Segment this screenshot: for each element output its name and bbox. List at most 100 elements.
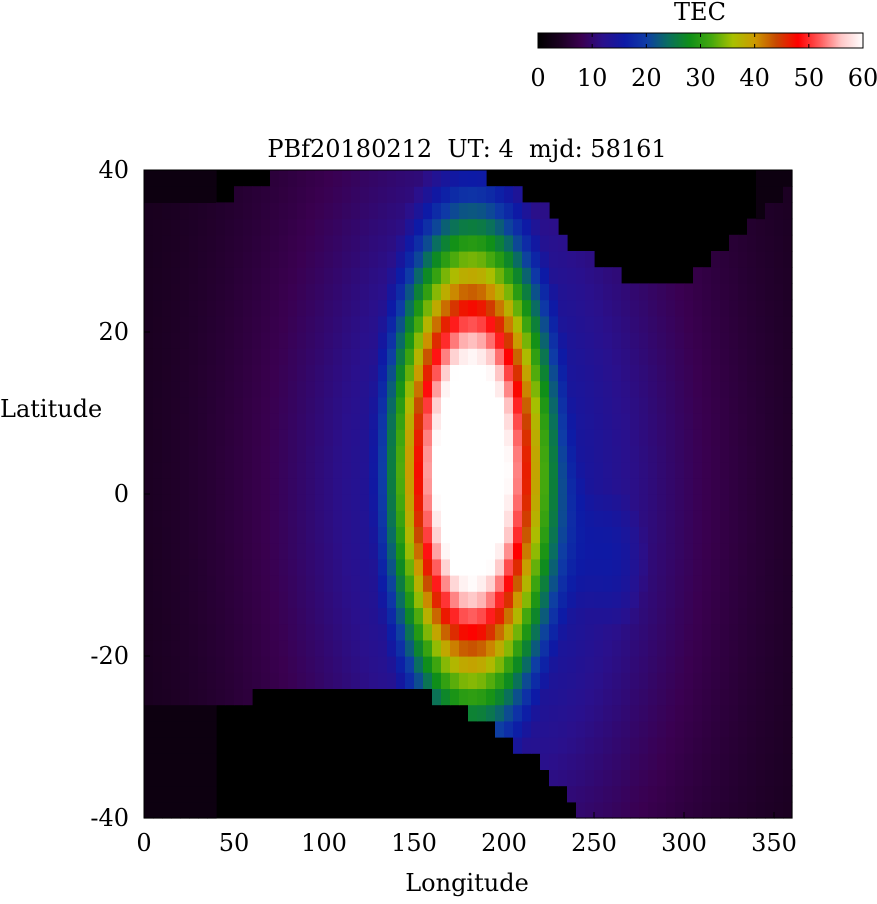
heatmap-cell (639, 753, 649, 770)
heatmap-cell (414, 656, 424, 673)
heatmap-cell (657, 445, 667, 463)
heatmap-cell (144, 494, 154, 511)
heatmap-cell (225, 672, 235, 689)
heatmap-cell (765, 542, 775, 560)
heatmap-cell (540, 510, 550, 527)
heatmap-cell (198, 769, 208, 787)
heatmap-cell (621, 526, 631, 544)
heatmap-cell (720, 445, 730, 463)
heatmap-cell (657, 299, 667, 317)
heatmap-cell (495, 672, 505, 689)
heatmap-cell (225, 364, 235, 382)
heatmap-cell (216, 413, 226, 430)
heatmap-cell (189, 607, 199, 625)
heatmap-cell (207, 461, 217, 479)
heatmap-cell (540, 218, 550, 236)
heatmap-cell (747, 494, 757, 511)
heatmap-cell (252, 591, 262, 608)
heatmap-cell (630, 332, 640, 349)
heatmap-cell (513, 380, 523, 398)
heatmap-cell (459, 591, 469, 608)
heatmap-cell (639, 396, 649, 414)
heatmap-cell (531, 688, 541, 706)
heatmap-cell (342, 623, 352, 641)
heatmap-cell (684, 494, 694, 511)
heatmap-cell (603, 737, 613, 754)
heatmap-cell (198, 283, 208, 301)
heatmap-cell (477, 704, 487, 722)
heatmap-cell (360, 186, 370, 203)
heatmap-cell (216, 251, 226, 268)
heatmap-cell (396, 575, 406, 592)
heatmap-cell (288, 639, 298, 657)
heatmap-cell (225, 494, 235, 511)
heatmap-cell (414, 186, 424, 203)
heatmap-cell (783, 623, 793, 641)
heatmap-cell (234, 315, 244, 333)
heatmap-cell (504, 396, 514, 414)
heatmap-cell (171, 477, 181, 495)
heatmap-cell (171, 704, 181, 722)
heatmap-cell (720, 315, 730, 333)
heatmap-cell (486, 704, 496, 722)
heatmap-cell (612, 801, 622, 819)
heatmap-cell (504, 218, 514, 236)
heatmap-cell (423, 477, 433, 495)
heatmap-cell (315, 267, 325, 284)
heatmap-cell (630, 558, 640, 576)
heatmap-cell (261, 461, 271, 479)
heatmap-cell (396, 234, 406, 252)
heatmap-cell (378, 445, 388, 463)
heatmap-cell (585, 494, 595, 511)
heatmap-cell (630, 575, 640, 592)
heatmap-cell (162, 380, 172, 398)
heatmap-cell (783, 477, 793, 495)
heatmap-cell (360, 445, 370, 463)
heatmap-cell (189, 202, 199, 220)
heatmap-cell (324, 186, 334, 203)
heatmap-cell (729, 413, 739, 430)
heatmap-cell (711, 542, 721, 560)
heatmap-cell (648, 396, 658, 414)
heatmap-cell (756, 299, 766, 317)
heatmap-cell (414, 380, 424, 398)
heatmap-cell (450, 186, 460, 203)
heatmap-cell (198, 623, 208, 641)
heatmap-cell (387, 299, 397, 317)
heatmap-cell (522, 477, 532, 495)
heatmap-cell (585, 656, 595, 673)
heatmap-cell (576, 575, 586, 592)
heatmap-cell (702, 380, 712, 398)
heatmap-cell (765, 186, 775, 203)
heatmap-cell (567, 380, 577, 398)
heatmap-cell (684, 672, 694, 689)
heatmap-cell (648, 494, 658, 511)
heatmap-cell (702, 591, 712, 608)
heatmap-cell (324, 332, 334, 349)
heatmap-cell (783, 688, 793, 706)
heatmap-cell (585, 283, 595, 301)
heatmap-cell (378, 251, 388, 268)
heatmap-cell (162, 623, 172, 641)
heatmap-cell (396, 267, 406, 284)
heatmap-cell (738, 753, 748, 770)
heatmap-cell (234, 639, 244, 657)
heatmap-cell (738, 267, 748, 284)
heatmap-cell (450, 380, 460, 398)
heatmap-cell (711, 672, 721, 689)
heatmap-cell (396, 332, 406, 349)
heatmap-cell (684, 445, 694, 463)
heatmap-cell (540, 623, 550, 641)
heatmap-cell (351, 186, 361, 203)
heatmap-cell (504, 623, 514, 641)
heatmap-cell (144, 720, 154, 738)
heatmap-cell (648, 720, 658, 738)
heatmap-cell (351, 477, 361, 495)
heatmap-cell (198, 704, 208, 722)
heatmap-cell (765, 607, 775, 625)
heatmap-cell (585, 445, 595, 463)
heatmap-cell (432, 348, 442, 365)
heatmap-cell (513, 299, 523, 317)
heatmap-cell (207, 656, 217, 673)
heatmap-cell (243, 364, 253, 382)
